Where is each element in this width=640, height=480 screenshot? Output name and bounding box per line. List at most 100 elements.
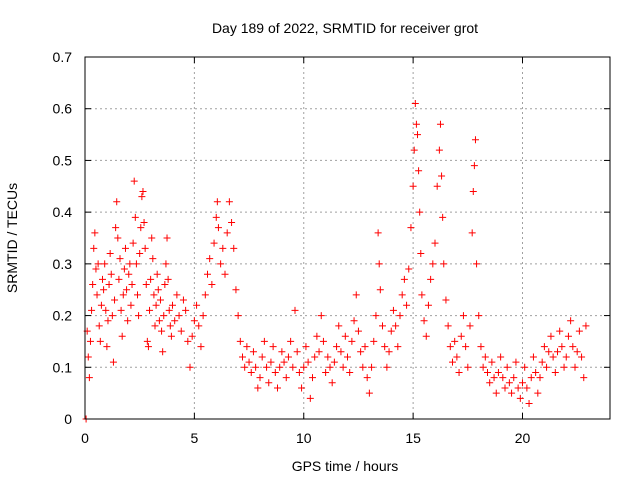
- data-point: [383, 363, 391, 371]
- data-point: [201, 291, 209, 299]
- data-point: [392, 322, 400, 330]
- data-point: [119, 291, 127, 299]
- data-point: [429, 260, 437, 268]
- data-point: [282, 374, 290, 382]
- data-point: [165, 306, 173, 314]
- data-point: [89, 281, 97, 289]
- data-point: [247, 368, 255, 376]
- data-point: [516, 394, 524, 402]
- data-point: [350, 317, 358, 325]
- data-point: [123, 286, 131, 294]
- data-point: [514, 384, 522, 392]
- x-tick-label: 20: [515, 430, 531, 446]
- data-point: [466, 322, 474, 330]
- data-point: [359, 363, 367, 371]
- data-point: [158, 327, 166, 335]
- data-point: [142, 281, 150, 289]
- data-point: [352, 291, 360, 299]
- chart-title: Day 189 of 2022, SRMTID for receiver gro…: [212, 20, 478, 36]
- data-point: [155, 317, 163, 325]
- data-point: [431, 239, 439, 247]
- data-point: [368, 363, 376, 371]
- data-point: [103, 343, 111, 351]
- y-tick-label: 0.6: [53, 101, 73, 117]
- data-point: [499, 374, 507, 382]
- data-point: [481, 353, 489, 361]
- x-axis-label: GPS time / hours: [292, 458, 399, 474]
- data-point: [490, 374, 498, 382]
- data-point: [223, 229, 231, 237]
- data-point: [153, 270, 161, 278]
- data-point: [101, 260, 109, 268]
- data-point: [354, 327, 362, 335]
- data-point: [549, 353, 557, 361]
- data-point: [162, 260, 170, 268]
- data-point: [444, 322, 452, 330]
- data-point: [230, 244, 238, 252]
- data-point: [410, 146, 418, 154]
- data-point: [186, 363, 194, 371]
- y-tick-label: 0.3: [53, 256, 73, 272]
- data-point: [249, 348, 257, 356]
- data-point: [556, 327, 564, 335]
- data-point: [532, 368, 540, 376]
- data-point: [469, 187, 477, 195]
- data-point: [405, 265, 413, 273]
- data-point: [179, 296, 187, 304]
- data-point: [433, 182, 441, 190]
- data-point: [562, 353, 570, 361]
- data-point: [375, 260, 383, 268]
- data-point: [289, 363, 297, 371]
- data-point: [208, 281, 216, 289]
- data-point: [293, 348, 301, 356]
- data-point: [106, 250, 114, 258]
- data-point: [126, 260, 134, 268]
- y-tick-label: 0.5: [53, 152, 73, 168]
- data-point: [427, 275, 435, 283]
- y-tick-label: 0.1: [53, 359, 73, 375]
- data-point: [92, 265, 100, 273]
- data-point: [276, 363, 284, 371]
- data-point: [91, 229, 99, 237]
- data-point: [512, 358, 520, 366]
- data-point: [519, 379, 526, 387]
- data-point: [156, 296, 164, 304]
- data-point: [547, 332, 555, 340]
- data-point: [139, 187, 147, 195]
- data-point: [167, 332, 175, 340]
- data-point: [508, 389, 516, 397]
- data-point: [188, 332, 196, 340]
- data-point: [564, 332, 572, 340]
- data-point: [236, 337, 244, 345]
- data-point: [97, 301, 105, 309]
- data-point: [214, 224, 222, 232]
- data-point: [396, 312, 404, 320]
- data-point: [212, 213, 220, 221]
- data-point: [407, 224, 415, 232]
- data-point: [446, 343, 454, 351]
- data-point: [291, 306, 299, 314]
- data-point: [374, 229, 382, 237]
- data-point: [114, 234, 122, 242]
- data-point: [569, 343, 577, 351]
- data-point: [442, 296, 450, 304]
- data-point: [525, 399, 533, 407]
- data-point: [100, 286, 108, 294]
- data-point: [497, 353, 505, 361]
- data-point: [567, 317, 575, 325]
- data-point: [99, 275, 106, 283]
- data-point: [494, 368, 502, 376]
- data-point: [398, 291, 406, 299]
- data-point: [219, 244, 227, 252]
- axis-ticks: 0 5 10 15 20 0 0.1 0.2 0.3 0.4 0.5 0.6 0.7: [53, 49, 610, 446]
- data-point: [109, 358, 117, 366]
- data-point: [477, 343, 485, 351]
- data-point: [464, 363, 472, 371]
- data-point: [558, 343, 566, 351]
- data-point: [435, 146, 443, 154]
- data-point: [370, 337, 378, 345]
- data-point: [571, 363, 579, 371]
- data-point: [311, 353, 319, 361]
- plot-frame: [84, 56, 611, 420]
